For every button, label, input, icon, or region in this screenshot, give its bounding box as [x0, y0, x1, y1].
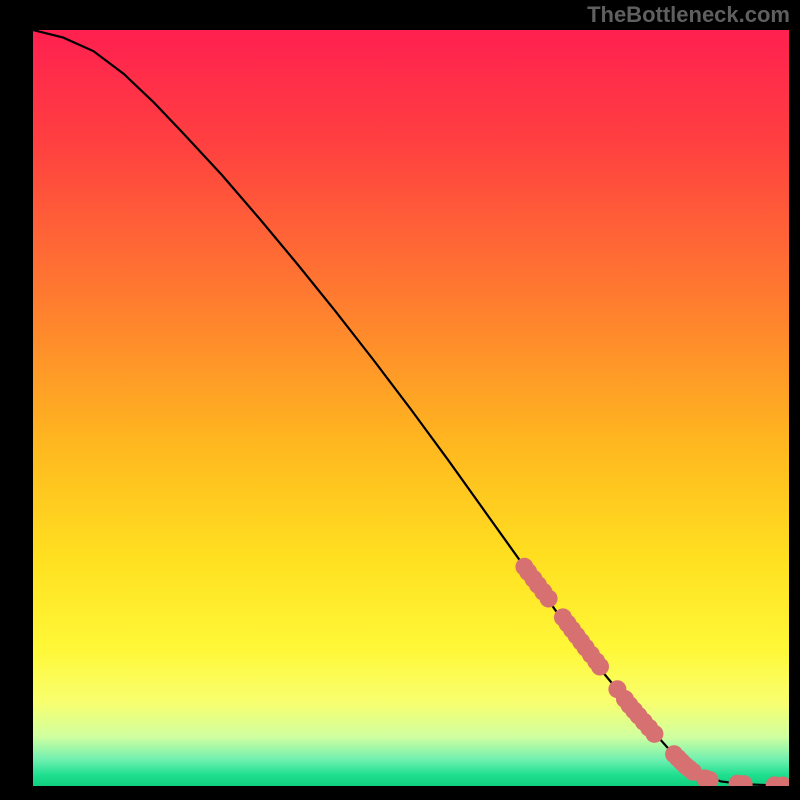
overlay-markers [515, 558, 789, 786]
chart-svg [33, 30, 789, 786]
chart-stage: TheBottleneck.com [0, 0, 800, 800]
plot-area [33, 30, 789, 786]
bottleneck-curve [33, 30, 789, 786]
marker-dot [540, 590, 558, 608]
marker-dot [645, 725, 663, 743]
watermark-label: TheBottleneck.com [587, 2, 790, 28]
marker-dot [591, 658, 609, 676]
